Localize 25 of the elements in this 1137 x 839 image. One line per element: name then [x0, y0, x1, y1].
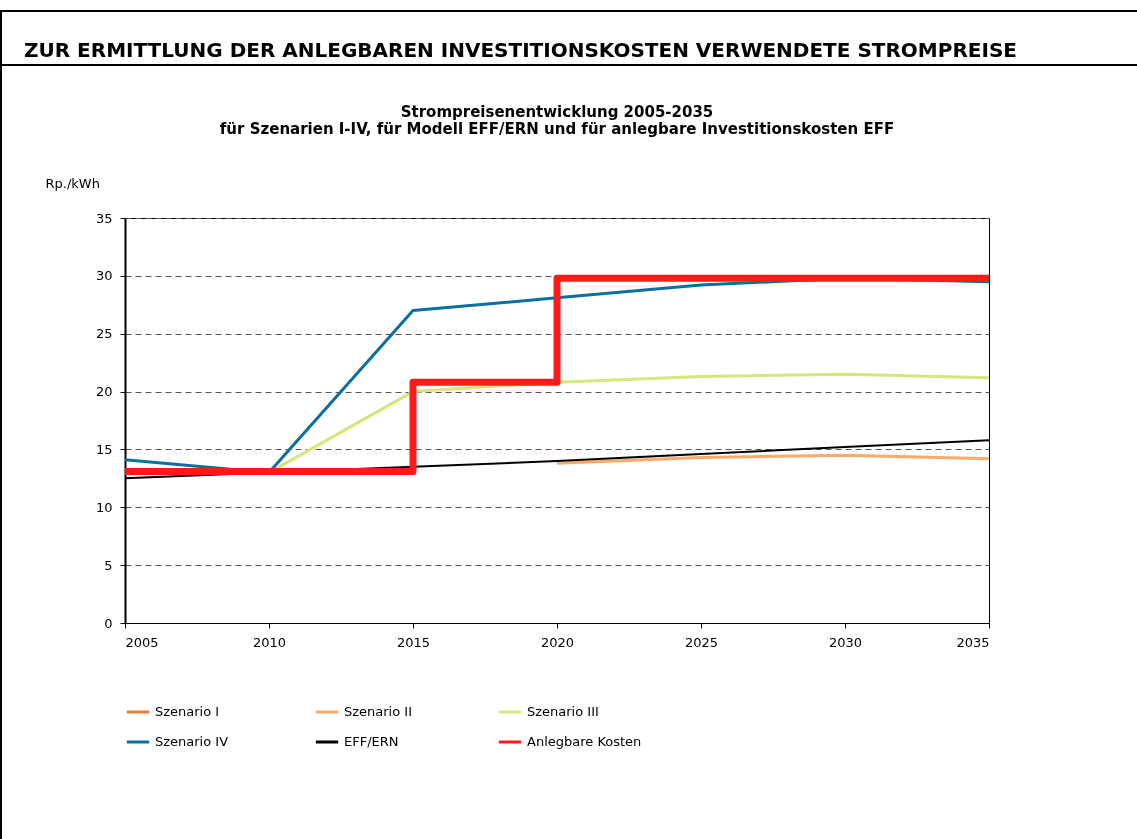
y-tick-label: 30 [95, 268, 113, 284]
y-tick-label: 5 [104, 557, 113, 573]
chart-title: ZUR ERMITTLUNG DER ANLEGBAREN INVESTITIONSKOSTEN VERWENDETE STROMPREISE [2, 12, 1137, 66]
legend-label: Szenario IV [155, 734, 229, 749]
legend-label: Szenario I [155, 704, 220, 719]
x-tick-label: 2030 [828, 634, 863, 650]
y-tick-label: 0 [104, 615, 113, 631]
x-tick-label: 2015 [396, 634, 431, 650]
x-tick-label: 2025 [684, 634, 719, 650]
x-tick-label: 2005 [125, 634, 159, 650]
y-tick-label: 20 [95, 384, 113, 400]
y-tick-label: 35 [95, 210, 113, 226]
legend-label: EFF/ERN [344, 734, 399, 749]
x-tick-label: 2020 [540, 634, 575, 650]
y-tick-label: 15 [95, 441, 113, 457]
x-tick-label: 2010 [252, 634, 287, 650]
y-tick-label: 10 [95, 499, 113, 515]
legend-label: Szenario III [527, 704, 599, 719]
chart-subtitle: Strompreisenentwicklung 2005-2035 für Szenarien I-IV, für Modell EFF/ERN und für anlegbare Investitionskosten EFF [219, 103, 895, 138]
line-series [555, 453, 991, 465]
y-axis-title: Rp./kWh [45, 175, 100, 191]
legend-label: Anlegbare Kosten [527, 734, 642, 749]
x-tick-label: 2035 [956, 634, 990, 650]
legend-label: Szenario II [344, 704, 412, 719]
y-tick-label: 25 [95, 326, 113, 342]
